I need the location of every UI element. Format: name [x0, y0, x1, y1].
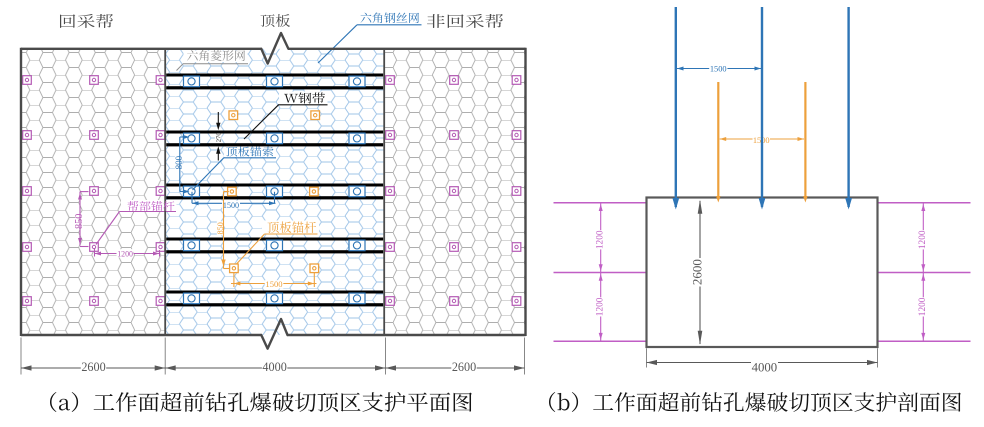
svg-text:2600: 2600: [690, 259, 705, 285]
svg-text:1200: 1200: [117, 249, 133, 258]
svg-text:4000: 4000: [262, 360, 286, 374]
svg-text:1200: 1200: [596, 297, 606, 316]
svg-text:4000: 4000: [752, 360, 778, 374]
svg-text:850: 850: [74, 214, 85, 229]
svg-text:2600: 2600: [81, 360, 105, 374]
svg-text:1200: 1200: [918, 230, 928, 249]
svg-text:850: 850: [216, 222, 225, 234]
svg-text:2600: 2600: [452, 360, 476, 374]
svg-text:1200: 1200: [918, 297, 928, 316]
svg-text:1500: 1500: [223, 201, 239, 210]
svg-text:1200: 1200: [596, 230, 606, 249]
svg-text:1500: 1500: [710, 65, 727, 74]
svg-text:270: 270: [216, 132, 223, 143]
svg-text:800: 800: [174, 155, 184, 169]
svg-text:1500: 1500: [265, 279, 282, 289]
